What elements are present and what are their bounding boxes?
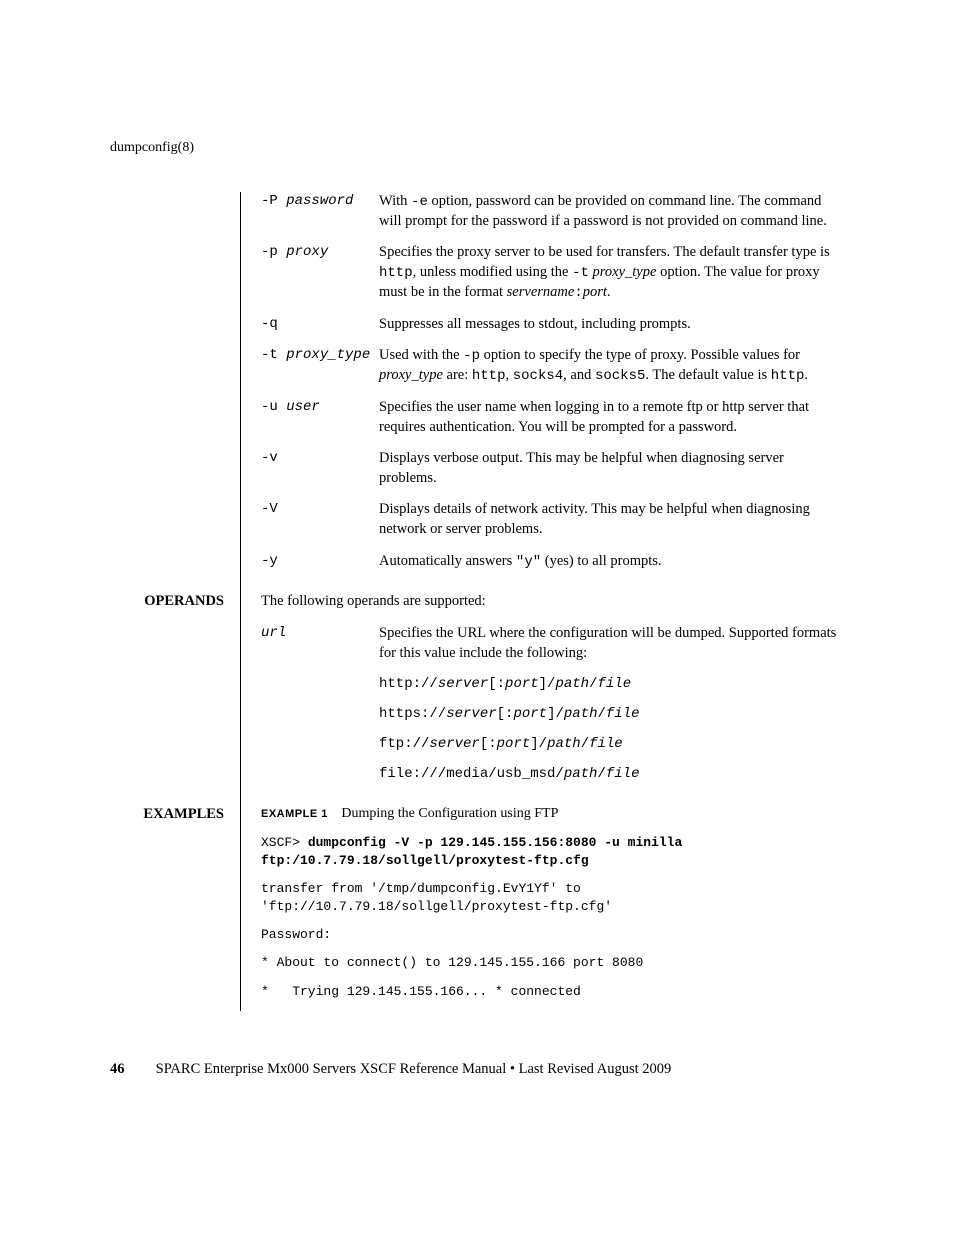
option-row: -qSuppresses all messages to stdout, inc… [261,315,844,335]
operand-description: Specifies the URL where the configuratio… [379,624,844,663]
url-format-line: ftp://server[:port]/path/file [379,736,844,752]
code-line: XSCF> dumpconfig -V -p 129.145.155.156:8… [261,834,844,870]
operands-intro: The following operands are supported: [261,593,844,610]
option-description: Displays details of network activity. Th… [379,500,844,539]
option-description: Used with the -p option to specify the t… [379,346,844,386]
option-row: -vDisplays verbose output. This may be h… [261,449,844,488]
example-title-text: Dumping the Configuration using FTP [341,806,558,821]
operands-heading: OPERANDS [110,593,240,795]
example-label: EXAMPLE 1 [261,808,328,820]
code-line: * Trying 129.145.155.166... * connected [261,983,844,1001]
option-description: Displays verbose output. This may be hel… [379,449,844,488]
page-number: 46 [110,1061,152,1078]
url-formats-block: http://server[:port]/path/file https://se… [379,676,844,782]
operands-content: The following operands are supported: ur… [240,593,844,795]
option-row: -p proxySpecifies the proxy server to be… [261,243,844,302]
url-format-line: http://server[:port]/path/file [379,676,844,692]
examples-heading: EXAMPLES [110,806,240,1011]
option-flag: -q [261,315,379,335]
option-description: Automatically answers "y" (yes) to all p… [379,552,844,572]
option-row: -t proxy_typeUsed with the -p option to … [261,346,844,386]
code-line: transfer from '/tmp/dumpconfig.EvY1Yf' t… [261,880,844,916]
code-line: * About to connect() to 129.145.155.166 … [261,954,844,972]
option-description: With -e option, password can be provided… [379,192,844,231]
manpage-document: dumpconfig(8) -P passwordWith -e option,… [0,0,954,1138]
example-title-row: EXAMPLE 1 Dumping the Configuration usin… [261,806,844,822]
options-content: -P passwordWith -e option, password can … [240,192,844,583]
option-row: -yAutomatically answers "y" (yes) to all… [261,552,844,572]
option-row: -VDisplays details of network activity. … [261,500,844,539]
option-flag: -t proxy_type [261,346,379,386]
option-flag: -v [261,449,379,488]
footer-text: SPARC Enterprise Mx000 Servers XSCF Refe… [156,1061,672,1077]
examples-content: EXAMPLE 1 Dumping the Configuration usin… [240,806,844,1011]
option-description: Suppresses all messages to stdout, inclu… [379,315,844,335]
url-format-line: https://server[:port]/path/file [379,706,844,722]
option-flag: -u user [261,398,379,437]
example-codeblock: XSCF> dumpconfig -V -p 129.145.155.156:8… [261,834,844,1001]
operand-name: url [261,624,379,663]
url-format-line: file:///media/usb_msd/path/file [379,766,844,782]
option-description: Specifies the user name when logging in … [379,398,844,437]
option-flag: -y [261,552,379,572]
option-flag: -P password [261,192,379,231]
option-row: -u userSpecifies the user name when logg… [261,398,844,437]
page-footer: 46 SPARC Enterprise Mx000 Servers XSCF R… [110,1061,844,1078]
empty-label-cell [110,192,240,583]
option-flag: -V [261,500,379,539]
option-description: Specifies the proxy server to be used fo… [379,243,844,302]
main-layout: -P passwordWith -e option, password can … [110,192,844,1011]
operand-row: urlSpecifies the URL where the configura… [261,624,844,663]
option-flag: -p proxy [261,243,379,302]
option-row: -P passwordWith -e option, password can … [261,192,844,231]
code-line: Password: [261,926,844,944]
page-header: dumpconfig(8) [110,140,844,156]
